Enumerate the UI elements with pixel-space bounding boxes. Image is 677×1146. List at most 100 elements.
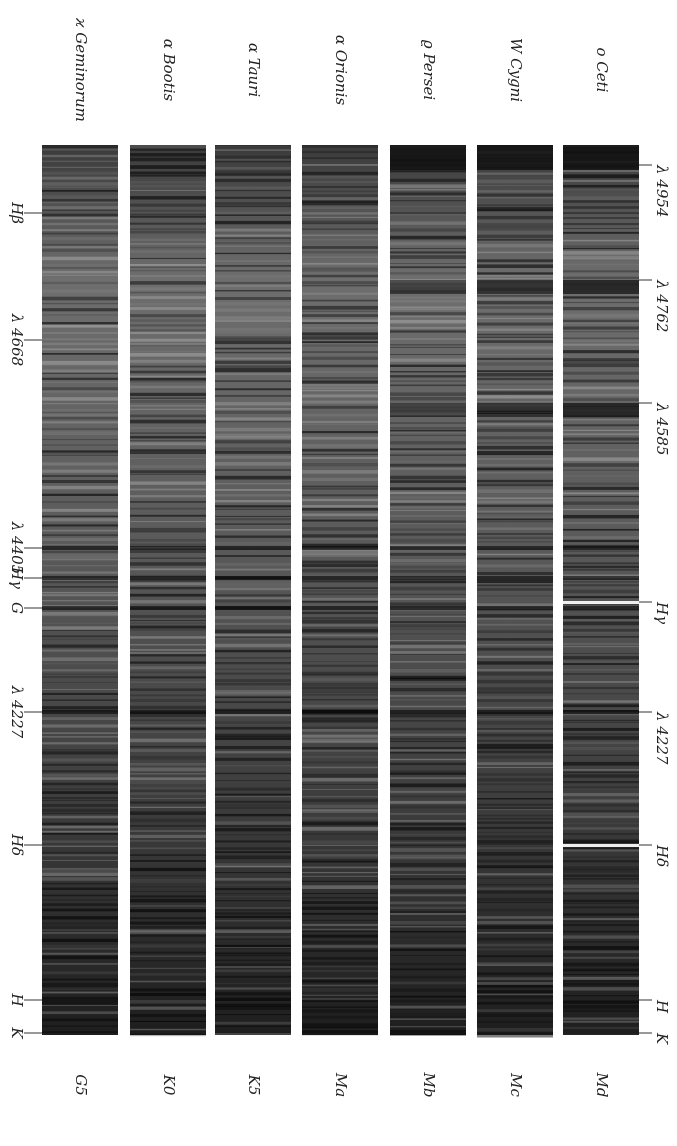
spectral-line	[563, 950, 639, 954]
spectral-line	[563, 935, 639, 939]
spectral-line	[215, 982, 291, 984]
spectral-line	[477, 215, 553, 220]
spectral-line	[563, 255, 639, 259]
spectral-line	[563, 514, 639, 519]
spectral-line	[130, 181, 206, 184]
spectral-line	[477, 527, 553, 530]
spectral-line	[302, 377, 378, 380]
spectral-line	[563, 686, 639, 690]
spectral-line	[302, 645, 378, 648]
spectral-line	[477, 190, 553, 193]
spectral-line	[390, 752, 466, 754]
spectral-line	[130, 967, 206, 969]
spectral-line	[130, 365, 206, 368]
spectral-line	[390, 448, 466, 451]
spectral-line	[477, 617, 553, 620]
spectral-line	[215, 234, 291, 237]
spectral-line	[42, 615, 118, 617]
spectral-line	[215, 726, 291, 730]
spectral-line	[130, 165, 206, 169]
spectral-line	[563, 747, 639, 751]
spectral-line	[390, 889, 466, 893]
spectral-line	[42, 797, 118, 799]
line-label: K	[8, 1026, 26, 1039]
spectral-line	[42, 302, 118, 305]
spectral-line	[42, 808, 118, 813]
spectral-line	[390, 569, 466, 573]
spectral-line	[42, 777, 118, 780]
spectral-line	[215, 242, 291, 244]
spectral-line	[477, 614, 553, 618]
spectral-line	[42, 689, 118, 690]
absorption-line	[42, 710, 118, 714]
spectral-line	[390, 653, 466, 655]
absorption-line	[130, 710, 206, 714]
spectral-line	[477, 536, 553, 540]
spectral-line	[42, 450, 118, 453]
spectral-line	[215, 649, 291, 653]
emission-line	[563, 844, 639, 847]
spectral-line	[302, 553, 378, 557]
spectral-line	[563, 962, 639, 967]
spectral-line	[215, 562, 291, 566]
spectral-line	[390, 487, 466, 490]
spectral-line	[42, 508, 118, 512]
spectral-line	[215, 863, 291, 867]
spectral-line	[390, 894, 466, 897]
spectral-line	[42, 331, 118, 334]
spectral-line	[215, 939, 291, 941]
spectral-line	[477, 718, 553, 720]
spectral-line	[563, 974, 639, 975]
spectral-line	[42, 996, 118, 999]
spectral-line	[477, 672, 553, 676]
spectral-line	[390, 330, 466, 333]
spectral-line	[302, 563, 378, 567]
spectral-line	[215, 599, 291, 603]
spectral-line	[42, 176, 118, 180]
spectral-line	[302, 977, 378, 979]
spectrum-strip	[130, 145, 206, 1037]
spectral-line	[130, 250, 206, 253]
spectral-line	[563, 227, 639, 229]
spectral-line	[215, 365, 291, 369]
spectral-line	[390, 621, 466, 624]
spectral-line	[563, 918, 639, 921]
band-head	[390, 145, 466, 170]
spectral-line	[130, 875, 206, 877]
spectral-line	[477, 429, 553, 432]
spectral-line	[42, 553, 118, 558]
spectral-line	[215, 795, 291, 798]
spectral-line	[390, 788, 466, 793]
spectral-line	[390, 873, 466, 875]
spectral-line	[563, 437, 639, 441]
spectral-line	[42, 148, 118, 151]
spectral-line	[477, 762, 553, 765]
spectral-line	[130, 694, 206, 697]
spectral-line	[42, 195, 118, 199]
spectral-line	[42, 372, 118, 374]
spectral-line	[302, 638, 378, 641]
spectral-line	[130, 281, 206, 285]
spectral-line	[215, 638, 291, 640]
spectral-line	[390, 553, 466, 556]
spectral-line	[563, 906, 639, 909]
spectral-line	[390, 520, 466, 523]
spectral-line	[215, 380, 291, 382]
spectral-line	[302, 970, 378, 972]
spectral-line	[477, 207, 553, 211]
spectral-line	[215, 692, 291, 696]
spectral-line	[42, 860, 118, 861]
spectral-line	[390, 397, 466, 401]
spectral-line	[477, 467, 553, 471]
spectral-line	[390, 480, 466, 483]
spectral-line	[130, 303, 206, 306]
spectral-line	[390, 500, 466, 504]
spectral-line	[215, 733, 291, 737]
spectral-line	[563, 1000, 639, 1004]
spectral-line	[42, 991, 118, 994]
spectral-line	[130, 215, 206, 218]
spectral-line	[302, 653, 378, 655]
spectral-line	[390, 319, 466, 324]
spectral-line	[477, 204, 553, 207]
spectral-line	[563, 501, 639, 506]
